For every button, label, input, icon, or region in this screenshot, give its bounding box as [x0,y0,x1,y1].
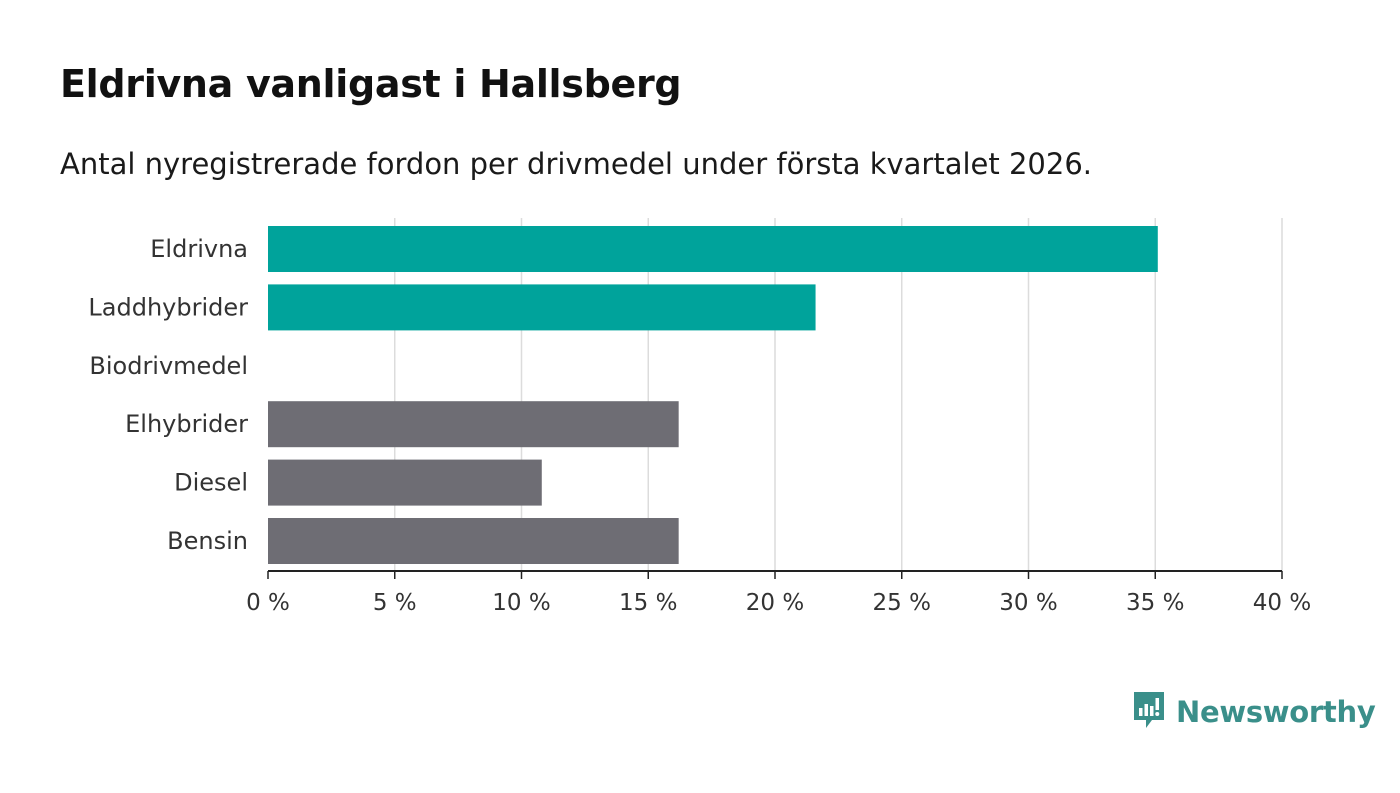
chart-subtitle: Antal nyregistrerade fordon per drivmede… [60,147,1093,181]
bar-bensin [268,518,679,564]
x-tick-label: 25 % [873,590,931,616]
x-tick-label: 15 % [619,590,677,616]
x-tick-label: 35 % [1126,590,1184,616]
x-tick-label: 0 % [246,590,290,616]
brand-name: Newsworthy [1176,695,1376,729]
bar-laddhybrider [268,284,816,331]
bar-diesel [268,459,542,506]
category-label: Elhybrider [125,410,248,438]
chart-title: Eldrivna vanligast i Hallsberg [60,62,682,106]
category-labels: Eldrivna Laddhybrider Biodrivmedel Elhybrid… [88,235,248,555]
bar-elhybrider [268,401,679,448]
bar-eldrivna [268,226,1158,272]
x-axis: 0 % 5 % 10 % 15 % 20 % 25 % 30 % 35 % 40 % [246,570,1311,616]
x-tick-label: 30 % [999,590,1057,616]
grid-lines [394,218,1283,571]
brand-logo: Newsworthy [1132,690,1376,734]
category-label: Bensin [167,527,248,555]
category-label: Eldrivna [150,235,248,263]
x-tick-label: 10 % [492,590,550,616]
category-label: Biodrivmedel [89,352,248,380]
x-tick-label: 40 % [1253,590,1311,616]
x-tick-label: 20 % [746,590,804,616]
newsworthy-logo-icon [1134,692,1164,728]
x-tick-label: 5 % [373,590,417,616]
category-label: Laddhybrider [88,293,248,321]
category-label: Diesel [174,469,248,497]
bars [268,226,1158,564]
